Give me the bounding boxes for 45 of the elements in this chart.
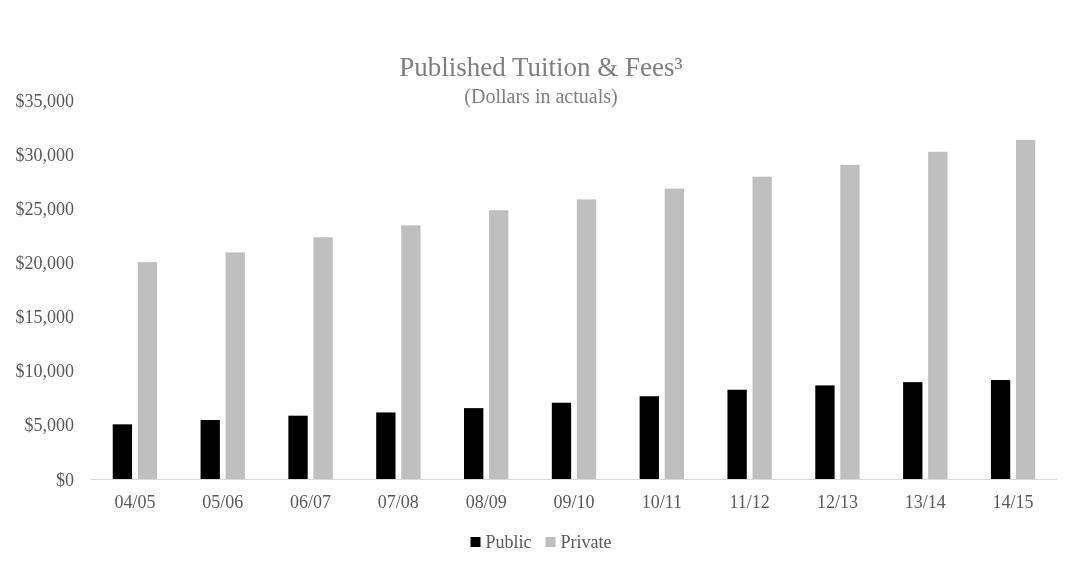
x-tick-label: 04/05 — [114, 492, 156, 512]
x-tick-label: 13/14 — [904, 492, 946, 512]
bar — [990, 380, 1011, 480]
bar — [313, 237, 333, 480]
y-tick-label: $10,000 — [15, 361, 74, 382]
chart-subtitle: (Dollars in actuals) — [464, 85, 618, 108]
bar — [840, 164, 860, 480]
bar — [664, 188, 684, 480]
x-tick-label: 09/10 — [553, 492, 595, 512]
bar — [551, 402, 572, 480]
y-tick-label: $30,000 — [15, 145, 74, 166]
x-tick-label: 14/15 — [992, 492, 1034, 512]
x-tick-label: 05/06 — [202, 492, 244, 512]
chart-title: Published Tuition & Fees³ — [399, 52, 683, 82]
bar — [815, 385, 835, 480]
legend-label: Private — [560, 532, 612, 552]
x-tick-label: 11/12 — [729, 492, 770, 512]
bar — [752, 176, 772, 480]
bar — [727, 389, 747, 480]
bar — [1015, 139, 1036, 480]
x-tick-label: 06/07 — [290, 492, 332, 512]
y-tick-label: $15,000 — [15, 307, 74, 328]
y-tick-label: $25,000 — [15, 199, 74, 220]
bar — [903, 382, 923, 480]
y-tick-label: $20,000 — [15, 253, 74, 274]
x-tick-label: 10/11 — [641, 492, 682, 512]
y-tick-label: $35,000 — [15, 91, 74, 111]
bar — [225, 252, 245, 480]
bar — [137, 262, 158, 480]
y-tick-label: $0 — [56, 469, 74, 490]
y-tick-label: $5,000 — [24, 415, 74, 436]
bar — [401, 225, 421, 480]
bar — [576, 199, 597, 480]
bar — [200, 420, 220, 480]
x-tick-label: 07/08 — [377, 492, 419, 512]
bar — [376, 412, 396, 480]
x-tick-label: 08/09 — [465, 492, 507, 512]
bar — [112, 424, 133, 480]
legend-label: Public — [485, 532, 532, 552]
bar — [639, 396, 659, 480]
bar — [288, 415, 308, 480]
x-tick-label: 12/13 — [816, 492, 858, 512]
bar — [489, 210, 509, 480]
bar — [464, 408, 484, 480]
bar — [928, 151, 948, 480]
